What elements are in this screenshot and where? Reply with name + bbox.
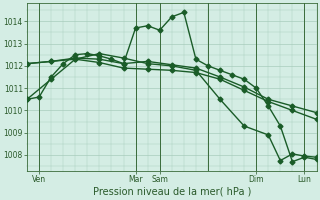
X-axis label: Pression niveau de la mer( hPa ): Pression niveau de la mer( hPa ) [92,187,251,197]
